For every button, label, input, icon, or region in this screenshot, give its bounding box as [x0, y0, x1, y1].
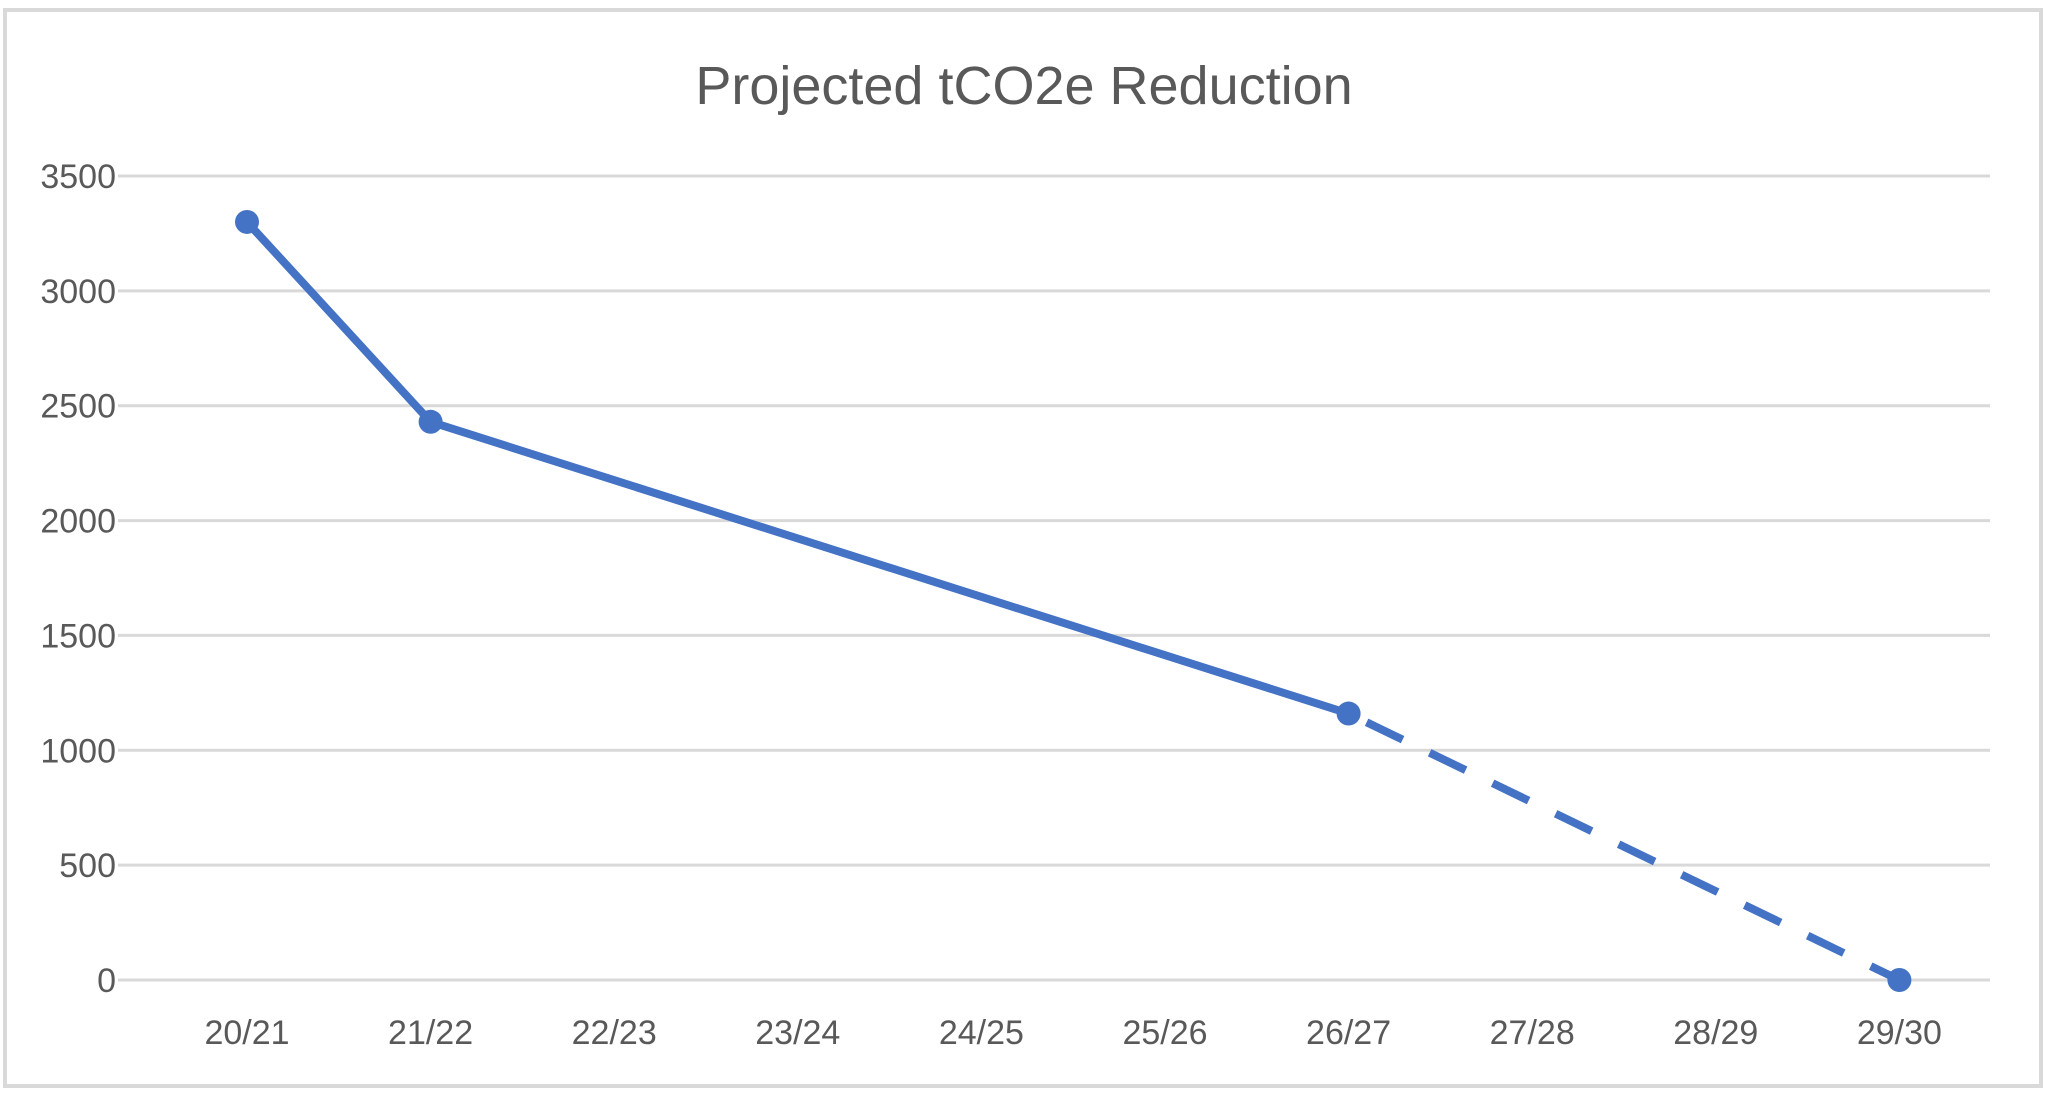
series-line-dashed: [1346, 709, 1902, 984]
x-tick-label-20-21: 20/21: [204, 1014, 289, 1052]
x-tick-label-26-27: 26/27: [1306, 1014, 1391, 1052]
data-point-20-21: [235, 209, 259, 234]
x-axis-tick-labels: 20/21 21/22 22/23 23/24 24/25 25/26 26/27 27/28…: [204, 1014, 1941, 1052]
x-tick-label-29-30: 29/30: [1857, 1014, 1942, 1052]
chart-border: [3, 8, 2043, 1088]
y-tick-label-1500: 1500: [40, 617, 116, 655]
y-axis-tick-labels: 0 500 1000 1500 2000 2500 3000 3500: [40, 158, 116, 1000]
x-tick-label-25-26: 25/26: [1122, 1014, 1207, 1052]
y-tick-label-2000: 2000: [40, 503, 116, 541]
y-tick-label-3000: 3000: [40, 273, 116, 311]
data-point-29-30: [1887, 968, 1912, 992]
chart-title: Projected tCO2e Reduction: [695, 56, 1352, 116]
y-tick-label-1000: 1000: [40, 732, 116, 770]
data-point-26-27: [1336, 701, 1361, 726]
y-tick-label-0: 0: [97, 962, 116, 1000]
y-tick-label-2500: 2500: [40, 388, 116, 426]
y-tick-label-3500: 3500: [40, 158, 116, 196]
data-markers: [235, 209, 1912, 992]
x-tick-label-22-23: 22/23: [572, 1014, 657, 1052]
x-tick-label-21-22: 21/22: [388, 1014, 473, 1052]
x-tick-label-28-29: 28/29: [1673, 1014, 1758, 1052]
data-point-21-22: [418, 409, 443, 434]
x-tick-label-27-28: 27/28: [1490, 1014, 1575, 1052]
x-tick-label-24-25: 24/25: [939, 1014, 1024, 1052]
gridlines: [118, 174, 1990, 982]
y-tick-label-500: 500: [59, 847, 116, 885]
x-tick-label-23-24: 23/24: [755, 1014, 840, 1052]
